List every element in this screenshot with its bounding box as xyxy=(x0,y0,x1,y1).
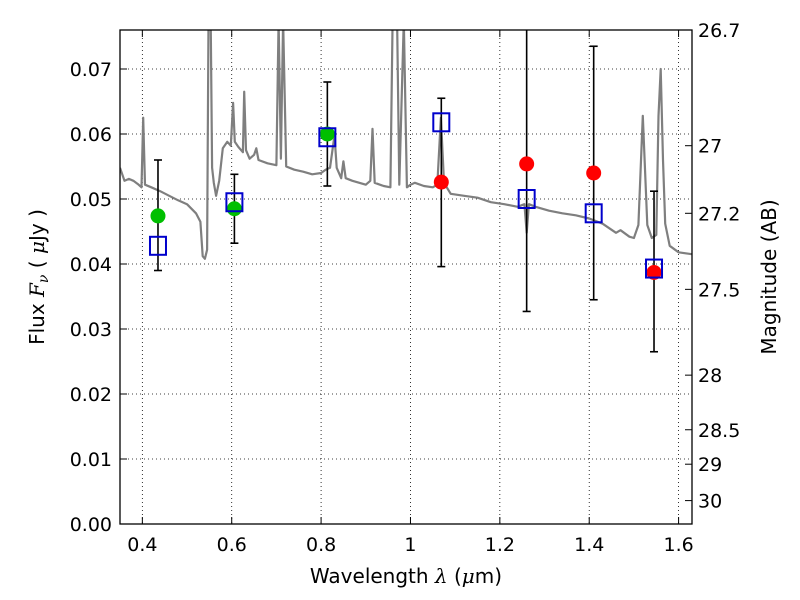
model-spectrum-layer xyxy=(120,30,692,260)
y2-tick-labels: 26.7 27 27.2 27.5 28 28.5 29 30 xyxy=(698,20,740,513)
y2-tick-label: 27 xyxy=(698,136,722,158)
y-tick-label: 0.06 xyxy=(70,124,112,146)
y2-axis-title: Magnitude (AB) xyxy=(757,199,781,354)
y2-tick-label: 30 xyxy=(698,491,722,513)
y-tick-label: 0.00 xyxy=(70,514,112,536)
square-marker xyxy=(584,203,603,224)
circle-marker xyxy=(586,165,602,181)
x-tick-label: 0.6 xyxy=(217,534,247,556)
y-tick-labels: 0.00 0.01 0.02 0.03 0.04 0.05 0.06 0.07 xyxy=(70,59,112,536)
y-tick-label: 0.07 xyxy=(70,59,112,81)
y2-tick-label: 27.5 xyxy=(698,279,740,301)
y2-tick-label: 28 xyxy=(698,365,722,387)
y2-tick-label: 27.2 xyxy=(698,203,740,225)
square-marker xyxy=(318,127,337,148)
circle-marker xyxy=(433,174,449,190)
y2-tick-label: 26.7 xyxy=(698,20,740,42)
x-tick-label: 0.4 xyxy=(127,534,157,556)
data-markers xyxy=(148,112,664,280)
circle-marker xyxy=(519,156,535,172)
y2-tick-label: 29 xyxy=(698,454,722,476)
y-tick-label: 0.02 xyxy=(70,384,112,406)
circle-marker xyxy=(150,208,166,224)
model-spectrum xyxy=(120,30,692,260)
circle-marker xyxy=(226,201,242,217)
x-tick-label: 1.4 xyxy=(574,534,604,556)
y-tick-label: 0.04 xyxy=(70,254,112,276)
y-tick-label: 0.05 xyxy=(70,189,112,211)
x-tick-labels: 0.4 0.6 0.8 1 1.2 1.4 1.6 xyxy=(127,534,693,556)
square-marker xyxy=(148,235,167,256)
circle-marker xyxy=(319,126,335,142)
x-tick-label: 1.6 xyxy=(663,534,693,556)
plot-frame xyxy=(119,29,693,525)
y-tick-label: 0.01 xyxy=(70,449,112,471)
x-tick-label: 1 xyxy=(404,534,416,556)
square-marker xyxy=(225,192,244,213)
y2-tick-label: 28.5 xyxy=(698,420,740,442)
x-tick-label: 0.8 xyxy=(306,534,336,556)
square-marker xyxy=(517,189,536,209)
circle-marker xyxy=(646,264,662,280)
square-marker xyxy=(432,112,451,133)
y-axis-title: Flux Fν ( μJy ) xyxy=(25,209,52,345)
square-marker xyxy=(645,258,664,279)
y-tick-label: 0.03 xyxy=(70,319,112,341)
x-axis-title: Wavelength λ (μm) xyxy=(310,564,502,588)
x-tick-label: 1.2 xyxy=(485,534,515,556)
